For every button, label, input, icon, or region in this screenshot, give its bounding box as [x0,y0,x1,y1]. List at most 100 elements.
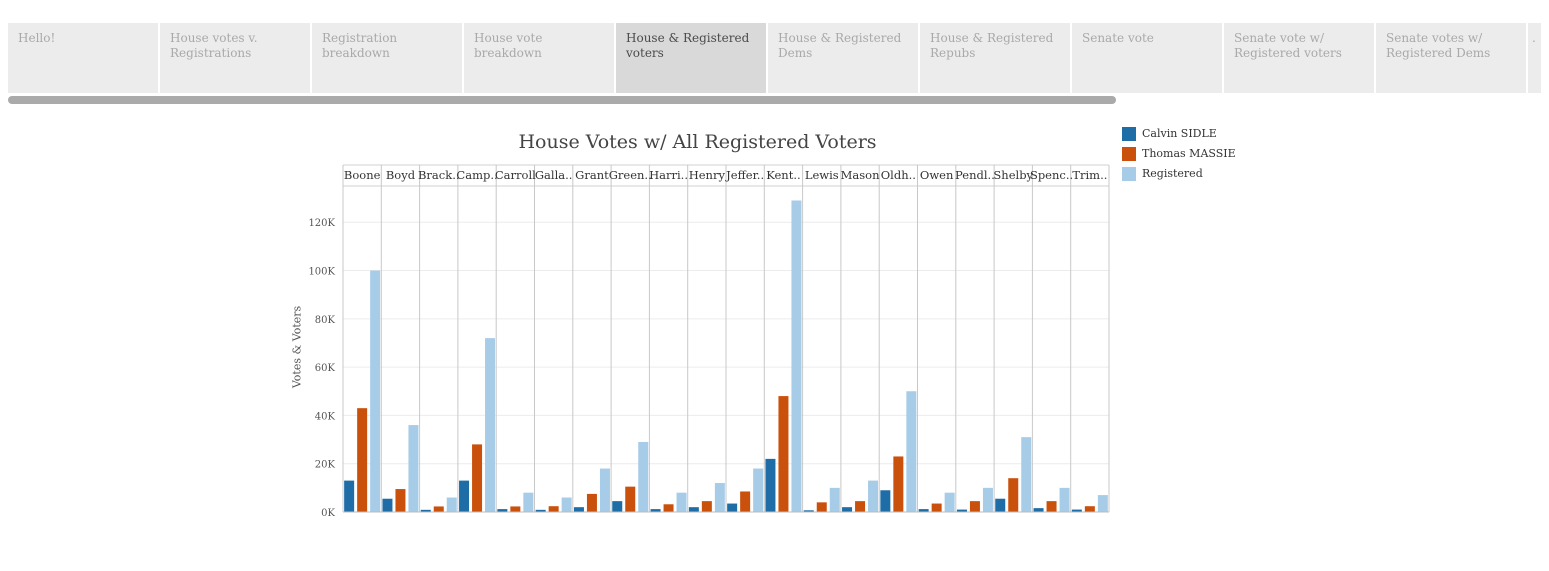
bar [765,458,776,512]
category-label: Harri.. [649,168,688,182]
bar [1071,509,1082,512]
bar [880,490,891,512]
bar [714,483,725,512]
tab-2[interactable]: Registration breakdown [312,23,462,93]
category-label: Grant [575,168,609,182]
y-tick-label: 20K [315,460,336,471]
category-label: Lewis [805,168,839,182]
legend-label: Thomas MASSIE [1142,147,1236,160]
category-label: Boone [344,168,381,182]
bar [395,489,406,512]
tab-0[interactable]: Hello! [8,23,158,93]
y-tick-label: 120K [308,218,335,229]
bar [625,486,636,512]
bar [1021,437,1032,512]
tab-9[interactable]: Senate votes w/ Registered Dems [1376,23,1526,93]
legend-swatch [1122,147,1136,161]
tab-3[interactable]: House vote breakdown [464,23,614,93]
bar [1033,508,1044,512]
bar [446,497,457,512]
bar [906,391,917,512]
bar [982,487,993,512]
bar [1084,506,1095,512]
bar [472,444,483,512]
legend-label: Registered [1142,167,1203,180]
bar [523,492,534,512]
bar [638,441,649,512]
bar [344,480,355,512]
bar [868,480,879,512]
category-label: Henry [689,168,726,182]
bar [816,502,827,512]
bar [753,468,764,512]
bar [778,396,789,512]
tab-10[interactable]: . [1528,23,1541,93]
bar [510,506,521,512]
bar [727,503,738,512]
bar [969,501,980,512]
tab-1[interactable]: House votes v. Registrations [160,23,310,93]
bar [842,507,853,512]
bar [535,509,546,512]
category-label: Kent.. [766,168,800,182]
bar [1059,487,1070,512]
category-label: Spenc.. [1030,168,1073,182]
bar [791,200,802,512]
bar [855,501,866,512]
tab-7[interactable]: Senate vote [1072,23,1222,93]
category-label: Green.. [609,168,652,182]
bar [1097,495,1108,512]
bar [740,491,751,512]
category-label: Shelby [993,168,1033,182]
bar [548,506,559,512]
category-label: Pendl.. [955,168,995,182]
y-tick-label: 80K [315,315,336,326]
bar [803,510,814,512]
y-tick-label: 100K [308,267,335,278]
chart-title: House Votes w/ All Registered Voters [518,131,877,153]
legend-item[interactable]: Calvin SIDLE [1122,127,1236,147]
bar [956,509,967,512]
bar [599,468,610,512]
tab-4[interactable]: House & Registered voters [616,23,766,93]
category-label: Trim.. [1072,168,1107,182]
bar [420,509,431,512]
bar [829,487,840,512]
category-label: Oldh.. [881,168,916,182]
category-label: Camp.. [456,168,497,182]
category-label: Mason [841,168,880,182]
bar [701,501,712,512]
bar [663,504,674,512]
bar [485,338,496,512]
bar [676,492,687,512]
bar [918,509,929,512]
bar [650,509,661,512]
category-label: Carroll [495,168,536,182]
bar [497,509,508,512]
bar [408,425,419,512]
y-tick-label: 40K [315,411,336,422]
bar [931,503,942,512]
tab-8[interactable]: Senate vote w/ Registered voters [1224,23,1374,93]
legend: Calvin SIDLE Thomas MASSIE Registered [1122,127,1236,187]
bar [893,456,904,512]
bar [357,408,368,512]
tab-scrollbar[interactable] [8,96,1116,104]
category-label: Galla.. [535,168,573,182]
bar [995,498,1006,512]
bar [459,480,470,512]
legend-item[interactable]: Registered [1122,167,1236,187]
y-tick-label: 0K [321,508,335,519]
category-label: Jeffer.. [725,168,764,182]
bar [433,506,444,512]
tab-5[interactable]: House & Registered Dems [768,23,918,93]
legend-item[interactable]: Thomas MASSIE [1122,147,1236,167]
tab-6[interactable]: House & Registered Repubs [920,23,1070,93]
bar [1008,478,1019,512]
bar [561,497,572,512]
legend-label: Calvin SIDLE [1142,127,1217,140]
story-tab-bar: Hello! House votes v. Registrations Regist… [8,23,1541,93]
category-label: Boyd [386,168,416,182]
bar [573,507,584,512]
